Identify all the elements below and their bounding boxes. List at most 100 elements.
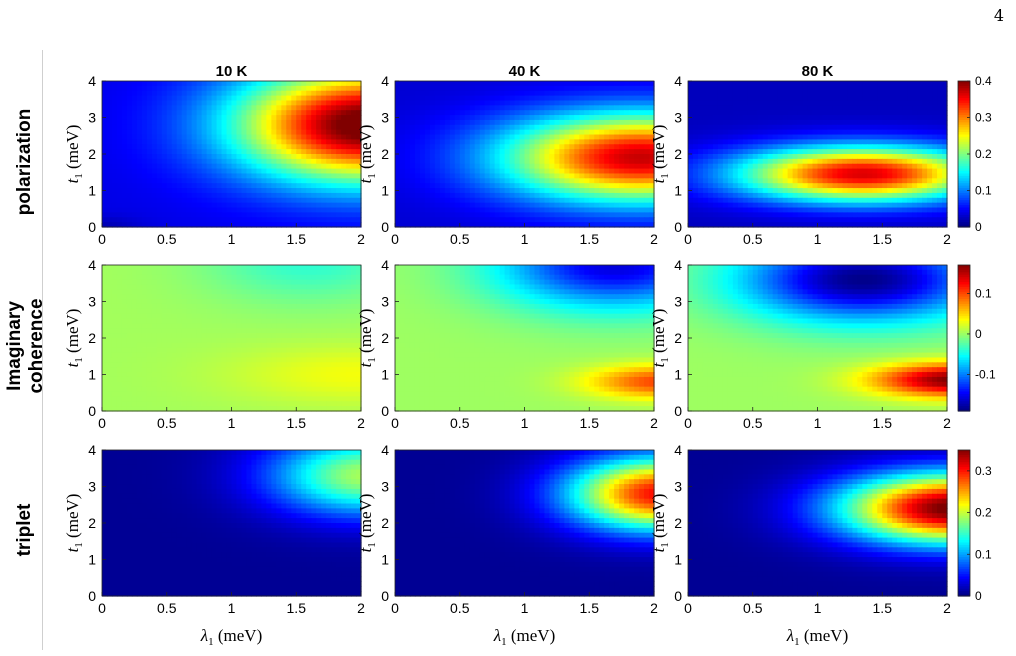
heatmap-cell xyxy=(191,95,198,102)
heatmap-cell xyxy=(211,274,218,281)
heatmap-cell xyxy=(757,212,764,218)
heatmap-cell xyxy=(639,197,645,204)
heatmap-cell xyxy=(126,105,133,111)
heatmap-cell xyxy=(757,139,764,145)
heatmap-cell xyxy=(469,134,476,140)
heatmap-cell xyxy=(241,269,248,276)
heatmap-cell xyxy=(927,134,933,140)
heatmap-cell xyxy=(151,265,158,271)
heatmap-cell xyxy=(301,158,307,165)
heatmap-cell xyxy=(872,173,878,179)
heatmap-cell xyxy=(837,173,843,179)
heatmap-cell xyxy=(151,168,158,175)
heatmap-cell xyxy=(519,144,526,150)
heatmap-cell xyxy=(191,90,198,97)
heatmap-cell xyxy=(424,178,431,184)
heatmap-cell xyxy=(459,139,466,145)
heatmap-cell xyxy=(266,110,272,116)
heatmap-cell xyxy=(484,81,491,87)
heatmap-cell xyxy=(404,105,411,111)
heatmap-cell xyxy=(106,279,113,286)
heatmap-cell xyxy=(111,173,118,179)
heatmap-cell xyxy=(932,115,938,121)
heatmap-cell xyxy=(688,119,694,126)
heatmap-cell xyxy=(782,134,789,140)
heatmap-cell xyxy=(251,212,257,218)
heatmap-cell xyxy=(782,119,789,126)
heatmap-cell xyxy=(454,168,461,175)
heatmap-cell xyxy=(867,222,873,228)
heatmap-cell xyxy=(832,124,839,131)
heatmap-cell xyxy=(301,163,307,170)
heatmap-cell xyxy=(792,183,799,189)
heatmap-cell xyxy=(419,81,426,87)
heatmap-cell xyxy=(762,197,769,204)
heatmap-cell xyxy=(286,134,292,140)
heatmap-cell xyxy=(151,154,158,160)
heatmap-cell xyxy=(762,95,769,102)
heatmap-cell xyxy=(141,149,148,155)
heatmap-cell xyxy=(707,115,714,121)
heatmap-cell xyxy=(852,81,858,87)
heatmap-cell xyxy=(106,173,113,179)
heatmap-cell xyxy=(629,188,635,194)
heatmap-cell xyxy=(464,192,471,199)
heatmap-cell xyxy=(331,158,337,165)
heatmap-cell xyxy=(529,81,536,87)
heatmap-cell xyxy=(509,129,516,136)
heatmap-cell xyxy=(707,119,714,126)
heatmap-cell xyxy=(429,202,436,209)
heatmap-cell xyxy=(454,110,461,116)
heatmap-cell xyxy=(306,197,312,204)
heatmap-cell xyxy=(276,85,282,92)
heatmap-cell xyxy=(797,222,804,228)
heatmap-cell xyxy=(409,124,416,131)
heatmap-cell xyxy=(206,197,213,204)
heatmap-cell xyxy=(942,188,948,194)
heatmap-cell xyxy=(787,129,794,136)
heatmap-cell xyxy=(584,197,590,204)
heatmap-cell xyxy=(807,168,814,175)
heatmap-cell xyxy=(942,154,948,160)
heatmap-cell xyxy=(161,90,168,97)
heatmap-cell xyxy=(191,134,198,140)
heatmap-cell xyxy=(917,217,923,223)
heatmap-cell xyxy=(742,173,749,179)
heatmap-cell xyxy=(579,192,585,199)
heatmap-cell xyxy=(832,212,839,218)
heatmap-cell xyxy=(424,144,431,150)
heatmap-cell xyxy=(316,274,322,281)
heatmap-cell xyxy=(639,202,645,209)
heatmap-cell xyxy=(311,265,317,271)
heatmap-cell xyxy=(792,95,799,102)
heatmap-cell xyxy=(316,183,322,189)
heatmap-cell xyxy=(326,81,332,87)
heatmap-cell xyxy=(902,85,908,92)
heatmap-cell xyxy=(644,217,650,223)
heatmap-cell xyxy=(196,100,203,106)
heatmap-cell xyxy=(519,129,526,136)
heatmap-cell xyxy=(251,139,257,145)
heatmap-cell xyxy=(439,212,446,218)
heatmap-cell xyxy=(862,154,868,160)
heatmap-cell xyxy=(504,222,511,228)
heatmap-cell xyxy=(559,95,565,102)
heatmap-cell xyxy=(136,81,143,87)
heatmap-cell xyxy=(609,197,615,204)
heatmap-cell xyxy=(346,95,352,102)
heatmap-cell xyxy=(236,100,243,106)
heatmap-cell xyxy=(912,188,918,194)
heatmap-cell xyxy=(737,81,744,87)
heatmap-cell xyxy=(579,197,585,204)
heatmap-cell xyxy=(464,188,471,194)
heatmap-cell xyxy=(624,144,630,150)
heatmap-cell xyxy=(609,95,615,102)
heatmap-cell xyxy=(544,163,550,170)
heatmap-cell xyxy=(156,124,163,131)
heatmap-cell xyxy=(782,192,789,199)
heatmap-cell xyxy=(619,207,625,213)
heatmap-cell xyxy=(509,212,516,218)
heatmap-cell xyxy=(584,207,590,213)
heatmap-cell xyxy=(867,129,873,136)
heatmap-cell xyxy=(574,163,580,170)
